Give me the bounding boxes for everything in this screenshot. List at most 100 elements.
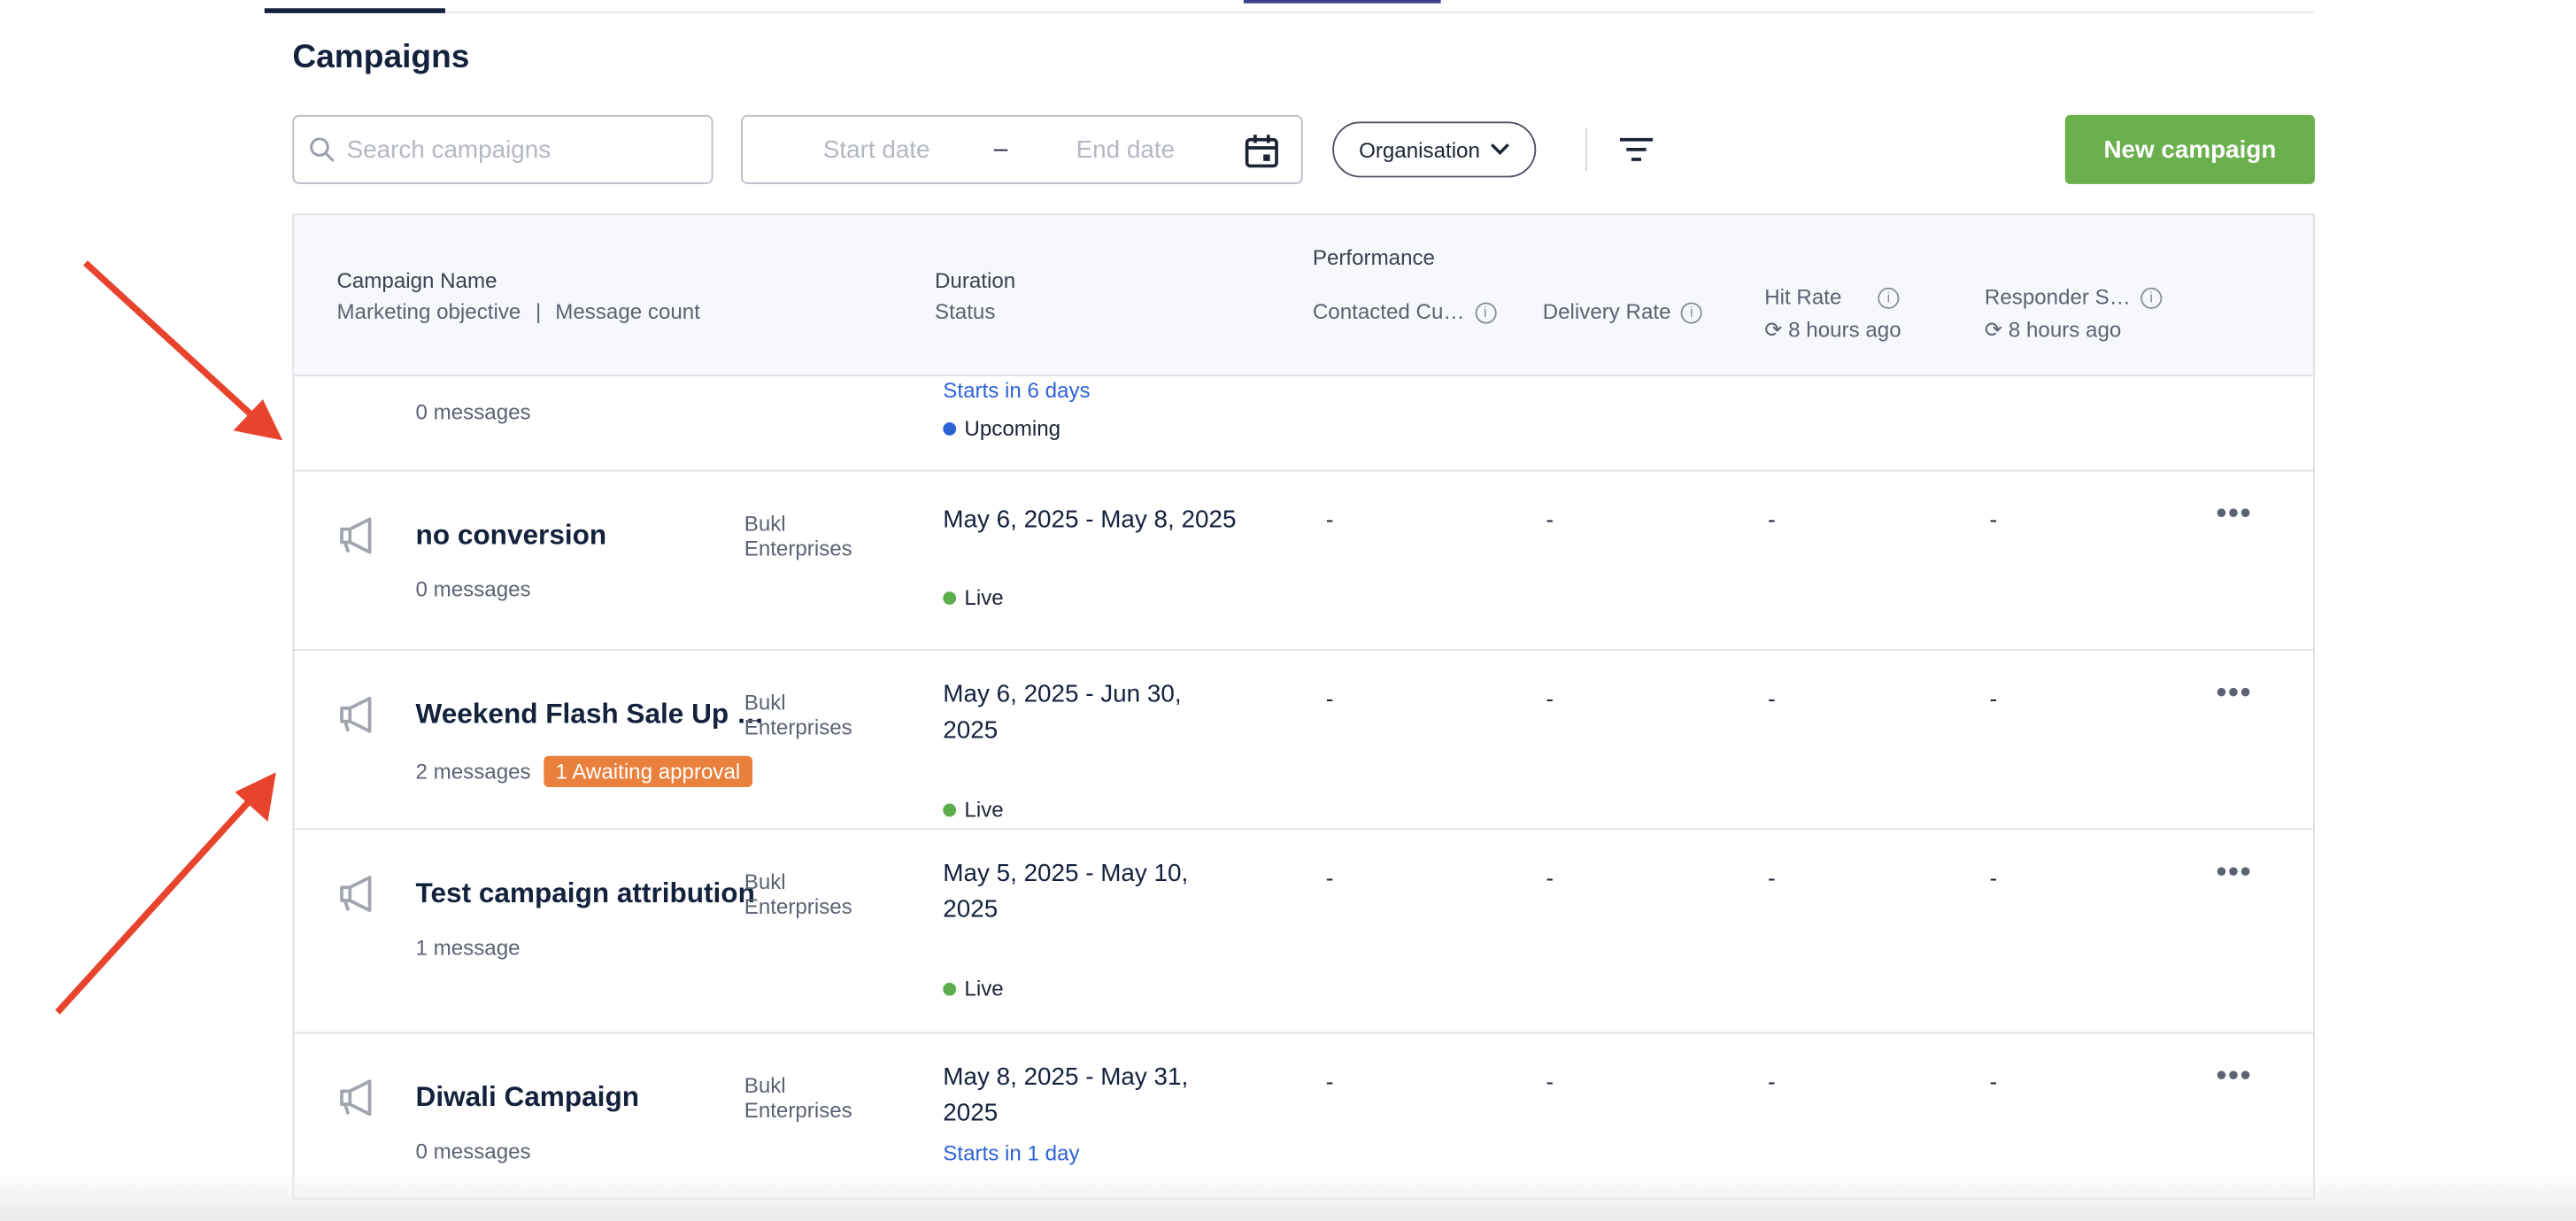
- organisation: Bukl Enterprises: [744, 690, 852, 740]
- status: Live: [964, 797, 1004, 822]
- tab-divider: [264, 11, 2315, 13]
- status-note: Starts in 6 days: [943, 377, 1091, 403]
- end-date: End date: [1076, 136, 1176, 165]
- search-placeholder: Search campaigns: [346, 136, 551, 165]
- status-dot: [943, 981, 957, 995]
- metric: -: [1767, 684, 1776, 712]
- row-menu[interactable]: •••: [2216, 496, 2253, 529]
- campaign-icon: [340, 696, 372, 733]
- status: Live: [964, 584, 1004, 610]
- hit-rate-updated: 8 hours ago: [1788, 317, 1901, 343]
- table-row: 0 messages Starts in 6 days Upcoming: [294, 375, 2314, 472]
- filter-icon[interactable]: [1618, 135, 1654, 164]
- date-separator: –: [993, 135, 1008, 163]
- message-count: 2 messages: [415, 759, 531, 784]
- metric: -: [1989, 684, 1998, 712]
- status-dot: [943, 591, 957, 605]
- chevron-icon: [1490, 143, 1509, 155]
- metric: -: [1546, 506, 1554, 533]
- start-date: Start date: [822, 136, 930, 165]
- metric: -: [1767, 506, 1776, 533]
- col-message-count: Message count: [555, 298, 700, 324]
- metric: -: [1767, 1068, 1776, 1095]
- responder-updated: 8 hours ago: [2008, 317, 2122, 343]
- col-performance: Performance: [1312, 244, 1435, 270]
- metric: -: [1767, 864, 1776, 891]
- col-responder: Responder S…: [1984, 284, 2131, 309]
- table-header: Campaign Name Marketing objective | Mess…: [294, 215, 2314, 377]
- metric: -: [1989, 1068, 1998, 1095]
- table-row: Weekend Flash Sale Up … Bukl Enterprises 2…: [294, 649, 2314, 831]
- message-count-cell: 0 messages: [416, 399, 531, 424]
- search-icon: [310, 137, 335, 162]
- organisation: Bukl Enterprises: [744, 869, 852, 919]
- table-row: Diwali Campaign Bukl Enterprises 0 message…: [294, 1032, 2313, 1198]
- metric: -: [1546, 864, 1554, 891]
- campaign-table: Campaign Name Marketing objective | Mess…: [292, 213, 2315, 1200]
- message-count-cell: 0 messages: [416, 576, 531, 601]
- status-cell: Live: [943, 976, 1004, 1001]
- info-icon[interactable]: i: [1680, 302, 1702, 324]
- campaign-name: Test campaign attribution: [415, 877, 755, 909]
- status-dot: [943, 421, 957, 435]
- row-menu[interactable]: •••: [2216, 854, 2253, 888]
- date-range[interactable]: Start date – End date: [741, 114, 1303, 184]
- metric: -: [1989, 864, 1998, 891]
- annotation-arrows: [55, 260, 283, 1015]
- campaign-icon: [340, 1079, 372, 1117]
- campaign-icon: [340, 876, 372, 913]
- status-cell: Upcoming: [943, 415, 1061, 441]
- duration: May 6, 2025 - Jun 30, 2025: [943, 680, 1182, 745]
- approval-badge: 1 Awaiting approval: [544, 755, 752, 787]
- metric: -: [1325, 506, 1334, 533]
- organisation-filter[interactable]: Organisation: [1332, 121, 1537, 178]
- metric: -: [1989, 506, 1998, 533]
- organisation-label: Organisation: [1359, 136, 1480, 162]
- message-count: 0 messages: [415, 576, 531, 602]
- campaign-name: Weekend Flash Sale Up …: [415, 698, 765, 730]
- organisation: Bukl Enterprises: [744, 511, 852, 560]
- table-row: Test campaign attribution Bukl Enterprise…: [294, 828, 2314, 1034]
- metric: -: [1325, 684, 1334, 712]
- table-row: no conversion Bukl Enterprises 0 messages M…: [294, 470, 2314, 651]
- status: Upcoming: [964, 415, 1061, 441]
- message-count-cell: 0 messages: [416, 1139, 531, 1163]
- duration: May 6, 2025 - May 8, 2025: [943, 506, 1237, 535]
- message-count: 0 messages: [415, 398, 531, 424]
- duration: May 5, 2025 - May 10, 2025: [943, 859, 1189, 924]
- info-icon[interactable]: i: [1878, 287, 1900, 310]
- col-hit-rate: Hit Rate: [1764, 284, 1842, 309]
- organisation: Bukl Enterprises: [744, 1072, 852, 1123]
- active-tab-indicator: [264, 8, 445, 13]
- campaign-icon: [340, 517, 372, 554]
- col-marketing-objective: Marketing objective: [336, 298, 521, 324]
- metric: -: [1546, 684, 1554, 712]
- col-campaign-name: Campaign Name: [336, 267, 497, 293]
- message-count: 0 messages: [415, 1139, 531, 1163]
- calendar-icon: [1245, 135, 1278, 168]
- metric: -: [1546, 1068, 1554, 1095]
- message-count: 1 message: [415, 935, 521, 960]
- col-duration: Duration: [935, 267, 1016, 293]
- bottom-shadow: [0, 1170, 2576, 1221]
- page-title: Campaigns: [292, 39, 470, 76]
- metric: -: [1325, 864, 1334, 891]
- campaign-name: Diwali Campaign: [415, 1081, 640, 1113]
- duration: May 8, 2025 - May 31, 2025: [943, 1063, 1189, 1128]
- info-icon[interactable]: i: [2140, 287, 2163, 310]
- status-dot: [943, 802, 957, 816]
- info-icon[interactable]: i: [1474, 302, 1496, 324]
- tab-indicator: [1243, 0, 1441, 4]
- row-menu[interactable]: •••: [2216, 675, 2253, 708]
- metric: -: [1325, 1068, 1334, 1095]
- col-status: Status: [935, 298, 996, 324]
- search-box[interactable]: Search campaigns: [292, 114, 713, 184]
- campaign-name: no conversion: [415, 519, 607, 551]
- row-menu[interactable]: •••: [2216, 1058, 2253, 1092]
- new-campaign-button[interactable]: New campaign: [2064, 114, 2315, 184]
- message-count-cell: 2 messages 1 Awaiting approval: [415, 755, 752, 787]
- status-cell: Live: [943, 584, 1004, 610]
- col-separator: |: [536, 298, 542, 324]
